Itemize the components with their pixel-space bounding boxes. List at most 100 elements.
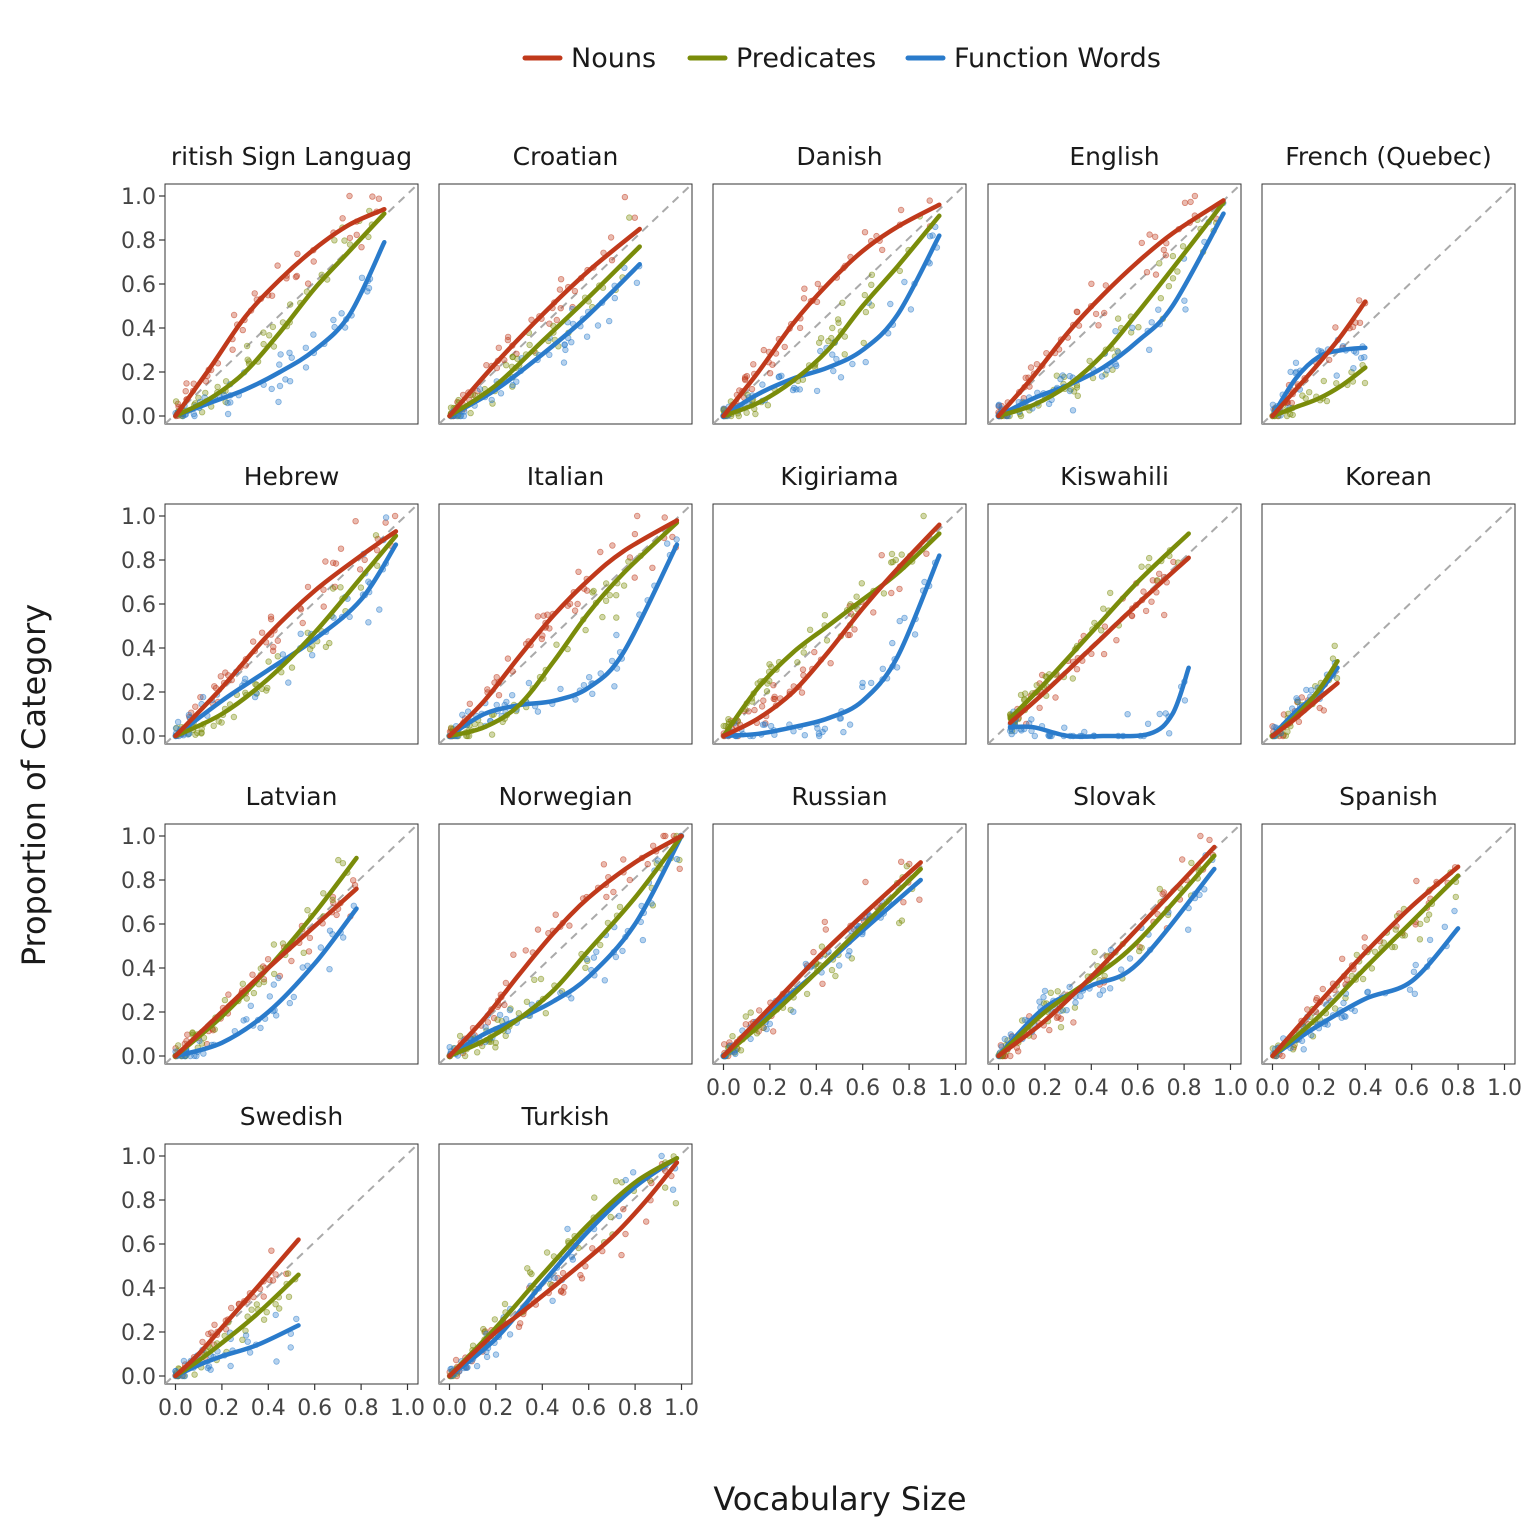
point-predicates: [602, 597, 610, 604]
point-nouns: [293, 272, 301, 280]
point-function-words: [819, 728, 826, 736]
point-function-words: [180, 1357, 188, 1365]
x-tick-label: 0.2: [752, 1076, 787, 1101]
point-nouns: [1100, 650, 1108, 658]
legend-label: Nouns: [571, 43, 656, 74]
point-predicates: [306, 646, 314, 653]
point-nouns: [810, 948, 817, 956]
point-function-words: [1145, 346, 1153, 353]
point-function-words: [1113, 362, 1120, 370]
point-function-words: [615, 1212, 623, 1220]
point-function-words: [1117, 966, 1125, 973]
point-nouns: [320, 603, 327, 610]
point-nouns: [566, 922, 573, 929]
point-predicates: [326, 639, 333, 647]
x-tick-label: 0.8: [618, 1396, 653, 1421]
point-nouns: [358, 243, 365, 251]
point-predicates: [662, 1184, 669, 1191]
point-nouns: [561, 1283, 568, 1291]
point-function-words: [845, 952, 852, 959]
point-function-words: [564, 1225, 571, 1233]
point-function-words: [1300, 1046, 1307, 1053]
panel-title: Russian: [791, 782, 887, 811]
y-tick-label: 0.8: [121, 229, 156, 254]
point-nouns: [827, 660, 834, 667]
point-function-words: [1036, 998, 1043, 1005]
point-predicates: [1333, 380, 1340, 387]
point-function-words: [633, 279, 641, 286]
point-nouns: [1148, 598, 1155, 605]
point-function-words: [1426, 936, 1434, 944]
point-function-words: [1292, 359, 1300, 366]
x-tick-label: 1.0: [390, 1396, 425, 1421]
point-predicates: [920, 512, 927, 520]
point-function-words: [277, 351, 284, 358]
point-predicates: [271, 970, 278, 978]
point-function-words: [1293, 695, 1300, 702]
point-nouns: [1057, 1015, 1065, 1022]
point-function-words: [580, 682, 588, 689]
point-predicates: [898, 551, 905, 558]
point-predicates: [1106, 589, 1114, 597]
point-predicates: [341, 237, 348, 244]
point-predicates: [861, 291, 868, 299]
point-function-words: [546, 351, 553, 358]
point-function-words: [275, 974, 282, 982]
point-function-words: [1412, 961, 1419, 969]
point-function-words: [879, 665, 886, 672]
point-predicates: [896, 919, 903, 927]
point-function-words: [1308, 687, 1315, 694]
point-predicates: [288, 664, 296, 671]
panel-french-quebec: French (Quebec): [1261, 142, 1516, 425]
x-axis: 0.0 0.2 0.4 0.6 0.8 1.0: [158, 1384, 425, 1421]
point-predicates: [818, 943, 826, 950]
point-nouns: [1155, 570, 1163, 577]
point-predicates: [892, 556, 899, 564]
point-nouns: [862, 878, 869, 886]
point-nouns: [534, 926, 542, 933]
point-function-words: [199, 693, 207, 701]
point-predicates: [1127, 329, 1135, 336]
y-tick-label: 0.0: [121, 1045, 156, 1070]
point-nouns: [1181, 199, 1189, 206]
curve-nouns: [447, 226, 642, 419]
point-function-words: [1441, 923, 1448, 930]
curve-predicates: [721, 866, 923, 1059]
point-function-words: [630, 1169, 637, 1176]
point-predicates: [253, 1301, 260, 1308]
point-nouns: [304, 280, 312, 287]
panel-title: French (Quebec): [1285, 142, 1491, 171]
point-nouns: [192, 703, 199, 710]
legend-label: Predicates: [736, 43, 876, 74]
curve-predicates: [1270, 365, 1368, 419]
panel-russian: Russian 0.0 0.2 0.4 0.6 0.8 1.0: [706, 782, 973, 1101]
point-nouns: [490, 1014, 498, 1022]
point-function-words: [1201, 886, 1208, 893]
point-function-words: [364, 288, 371, 295]
panel-italian: Italian: [438, 462, 693, 745]
point-predicates: [1423, 916, 1430, 923]
point-nouns: [626, 876, 633, 884]
point-nouns: [1036, 704, 1043, 711]
point-nouns: [306, 934, 314, 942]
point-nouns: [896, 585, 903, 593]
point-function-words: [1031, 732, 1038, 740]
x-tick-label: 0.4: [1074, 1076, 1109, 1101]
point-predicates: [800, 649, 807, 656]
point-nouns: [1160, 611, 1168, 619]
point-nouns: [249, 638, 257, 645]
panel-title: Danish: [796, 142, 882, 171]
point-function-words: [174, 718, 182, 726]
point-function-words: [1165, 730, 1173, 737]
point-function-words: [561, 341, 568, 348]
x-tick-label: 0.8: [1441, 1076, 1476, 1101]
panel-hebrew: Hebrew 0.0 0.2 0.4 0.6 0.8 1.0: [121, 462, 419, 750]
point-nouns: [888, 589, 895, 597]
panel-title: Kiswahili: [1060, 462, 1169, 491]
identity-line: [713, 504, 966, 744]
point-nouns: [750, 361, 757, 368]
y-tick-label: 0.8: [121, 869, 156, 894]
point-function-words: [767, 722, 775, 730]
y-tick-label: 0.4: [121, 957, 156, 982]
point-nouns: [631, 574, 638, 581]
